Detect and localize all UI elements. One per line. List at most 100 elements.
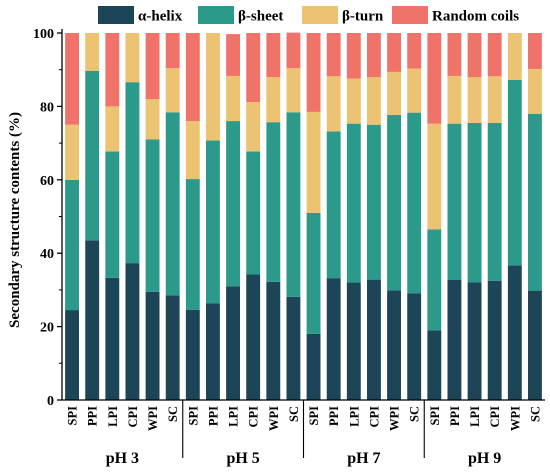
bar-segment-ppi-ph7-s3 [326,33,341,77]
legend-swatch [302,6,338,24]
bar-segment-sc-ph5-s3 [286,32,301,69]
bar-segment-ppi-ph7-s2 [326,76,341,132]
bar-segment-cpi-ph7-s1 [366,124,381,280]
bar-segment-sc-ph5-s1 [286,112,301,297]
bar-segment-lpi-ph9-s0 [467,282,482,400]
x-tick-label: SPI [428,406,442,426]
bar-segment-sc-ph3-s2 [165,68,180,113]
legend-swatch [392,6,428,24]
bar-segment-wpi-ph7-s0 [387,290,402,400]
x-tick-label: SC [528,406,542,422]
bar-segment-wpi-ph5-s0 [266,281,281,400]
bar-segment-spi-ph5-s1 [185,179,200,310]
bar-segment-cpi-ph3-s1 [125,82,140,264]
bar-segment-sc-ph7-s1 [407,112,422,294]
bar-segment-sc-ph5-s0 [286,296,301,400]
bar-segment-cpi-ph9-s2 [487,76,502,123]
bar-segment-cpi-ph3-s2 [125,33,140,83]
bar-segment-ppi-ph5-s2 [205,33,220,141]
bar-segment-sc-ph5-s2 [286,68,301,113]
x-tick-label: PPI [327,406,341,426]
legend-label: β-turn [342,9,384,25]
bar-segment-wpi-ph3-s2 [145,99,160,140]
bar-segment-ppi-ph9-s2 [447,75,462,124]
x-tick-label: SPI [186,406,200,426]
bar-segment-cpi-ph9-s3 [487,33,502,77]
bar-segment-ppi-ph3-s0 [85,240,100,400]
bar-segment-lpi-ph5-s2 [226,75,241,122]
bar-segment-wpi-ph9-s1 [507,79,522,266]
bar-segment-sc-ph9-s2 [527,68,542,114]
bar-segment-lpi-ph5-s1 [226,121,241,287]
y-tick-label: 20 [40,321,54,336]
x-tick-label: WPI [146,406,160,431]
legend-swatch [98,6,134,24]
bar-segment-sc-ph9-s3 [527,33,542,69]
bar-segment-spi-ph9-s2 [427,123,442,230]
bar-segment-lpi-ph9-s1 [467,122,482,283]
bar-segment-spi-ph7-s0 [306,333,321,400]
y-tick-label: 100 [33,27,54,42]
bar-segment-wpi-ph3-s0 [145,291,160,400]
bar-segment-sc-ph7-s3 [407,33,422,69]
bar-segment-lpi-ph3-s2 [105,106,120,152]
bar-segment-cpi-ph5-s1 [246,151,261,275]
bar-segment-ppi-ph9-s3 [447,33,462,76]
bar-segment-spi-ph5-s3 [185,33,200,122]
bar-segment-spi-ph7-s1 [306,212,321,334]
bar-segment-lpi-ph3-s1 [105,151,120,278]
bar-segment-spi-ph3-s3 [65,33,80,125]
x-tick-label: SC [287,406,301,422]
bar-segment-ppi-ph5-s1 [205,140,220,304]
x-tick-label: SC [408,406,422,422]
bar-segment-lpi-ph7-s1 [346,123,361,283]
legend: α-helix β-sheet β-turn Random coils [98,6,519,25]
bar-segment-wpi-ph3-s1 [145,139,160,292]
bar-segment-spi-ph7-s3 [306,33,321,112]
bar-segment-ppi-ph7-s0 [326,278,341,400]
legend-label: Random coils [432,9,519,25]
x-tick-label: WPI [388,406,402,431]
bar-segment-sc-ph7-s2 [407,68,422,113]
legend-label: α-helix [138,9,183,25]
x-tick-label: LPI [468,406,482,427]
x-tick-label: LPI [227,406,241,427]
bar-segment-lpi-ph5-s3 [226,34,241,76]
group-label: pH 3 [106,450,139,467]
x-tick-label: LPI [347,406,361,427]
bar-segment-lpi-ph9-s2 [467,77,482,123]
bar-segment-spi-ph9-s0 [427,330,442,400]
bar-segment-sc-ph3-s3 [165,33,180,69]
bar-segment-lpi-ph7-s3 [346,33,361,79]
bar-segment-spi-ph9-s3 [427,33,442,124]
x-tick-label: WPI [508,406,522,431]
x-tick-label: LPI [106,406,120,427]
x-tick-label: WPI [267,406,281,431]
bar-segment-spi-ph3-s1 [65,179,80,311]
y-axis-label: Secondary structure contents (%) [7,112,23,328]
legend-label: β-sheet [238,9,283,25]
x-tick-label: CPI [488,406,502,428]
bar-segment-spi-ph9-s1 [427,229,442,331]
x-tick-label: PPI [448,406,462,426]
bar-segment-cpi-ph7-s2 [366,77,381,125]
bar-segment-cpi-ph5-s0 [246,274,261,400]
y-tick-label: 0 [47,394,54,409]
bar-segment-sc-ph9-s1 [527,113,542,291]
bar-segment-ppi-ph7-s1 [326,131,341,279]
bar-segment-wpi-ph9-s0 [507,265,522,400]
x-tick-label: CPI [126,406,140,428]
bar-segment-cpi-ph5-s2 [246,102,261,152]
bar-segment-wpi-ph5-s1 [266,122,281,282]
axis-labels: 0 20 40 60 80 100 SPI PPI LPI CPI WPI SC SPI PPI LPI CP… [33,27,542,467]
group-label: pH 5 [226,450,259,467]
bar-segment-ppi-ph9-s0 [447,279,462,400]
bar-segment-ppi-ph5-s0 [205,303,220,400]
axes [57,29,545,458]
x-tick-label: PPI [206,406,220,426]
bar-segment-cpi-ph7-s3 [366,33,381,78]
bar-segment-cpi-ph9-s0 [487,280,502,400]
bar-segment-spi-ph5-s2 [185,121,200,180]
bar-segment-sc-ph7-s0 [407,293,422,400]
